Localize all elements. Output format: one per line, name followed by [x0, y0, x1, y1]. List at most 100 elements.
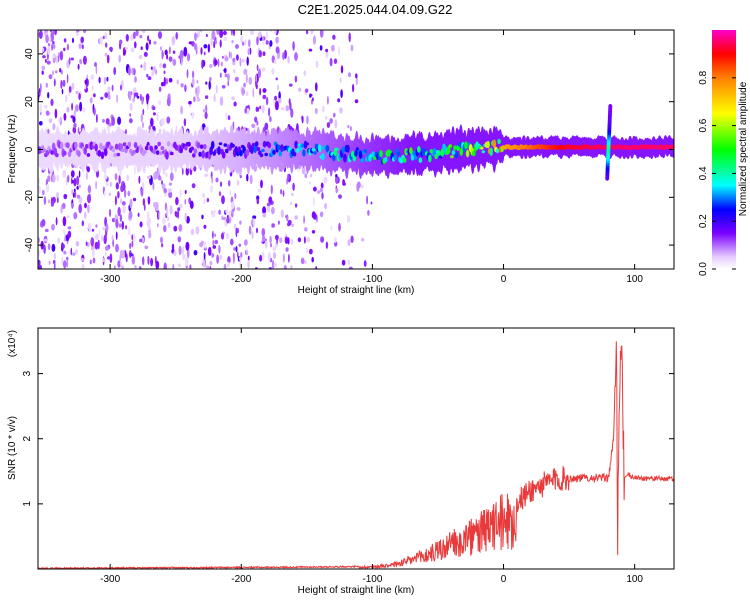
y-tick-label: 2	[22, 436, 33, 442]
spectrogram-cell	[118, 223, 122, 228]
spectrogram-cell	[75, 31, 79, 36]
spectrogram-cell	[339, 107, 343, 114]
spectrogram-cell	[90, 237, 95, 247]
spectrogram-cell	[264, 122, 269, 131]
y-tick-label: -20	[24, 190, 35, 205]
spectrogram-cell	[89, 97, 93, 104]
spectrogram-cell	[39, 83, 42, 93]
spectrogram-cell	[448, 144, 453, 148]
spectrogram-cell	[238, 243, 242, 247]
spectrogram-cell	[213, 93, 216, 103]
spectrogram-cell	[294, 52, 298, 61]
spectrogram-cell	[160, 118, 165, 125]
spectrogram-cell	[440, 148, 445, 157]
spectrogram-cell	[283, 264, 287, 269]
spectrogram-cell	[47, 175, 51, 183]
spectrogram-cell	[219, 30, 224, 39]
spectrogram-cell	[50, 150, 54, 156]
spectrogram-cell	[209, 260, 213, 266]
spectrogram-cell	[223, 263, 227, 269]
spectrogram-cell	[52, 54, 56, 59]
spectrogram-cell	[87, 204, 90, 214]
spectrogram-cell	[225, 148, 229, 154]
spectrogram-cell	[150, 117, 154, 127]
spectrogram-cell	[226, 261, 230, 268]
spectrogram-cell	[326, 96, 329, 105]
spectrogram-cell	[235, 44, 239, 49]
spectrogram-cell	[347, 259, 351, 266]
spectrogram-cell	[417, 146, 421, 153]
spectrogram-cell	[108, 122, 112, 127]
spectrogram-x-label: Height of straight line (km)	[298, 285, 415, 296]
spectrogram-cell	[191, 183, 196, 189]
spectrogram-cell	[53, 43, 56, 50]
spectrogram-cell	[122, 142, 127, 147]
spectrogram-cell	[360, 237, 365, 242]
spectrogram-cell	[107, 94, 111, 100]
y-tick-label: 0	[24, 146, 35, 152]
spectrogram-cell	[313, 186, 317, 192]
spectrogram-cell	[254, 124, 257, 130]
spectrogram-cell	[66, 256, 69, 261]
spectrogram-cell	[248, 39, 251, 48]
spectrogram-cell	[143, 51, 148, 57]
spectrogram-cell	[148, 225, 151, 232]
spectrogram-cell	[63, 47, 66, 52]
spectrogram-cell	[59, 50, 64, 61]
spectrogram-cell	[44, 58, 47, 63]
spectrogram-cell	[282, 190, 285, 197]
spectrogram-x-ticks: -300 -200 -100 0 100	[100, 30, 643, 285]
spectrogram-cell	[130, 33, 134, 41]
spectrogram-cell	[91, 228, 95, 232]
spectrogram-cell	[233, 101, 237, 107]
spectrogram-cell	[287, 237, 290, 245]
spectrogram-cell	[71, 102, 74, 111]
spectrogram-cell	[453, 145, 457, 151]
spectrogram-cell	[128, 91, 132, 101]
spectrogram-cell	[63, 250, 67, 255]
x-tick-label: -200	[231, 574, 251, 585]
spectrogram-cell	[325, 241, 329, 249]
spectrogram-cell	[77, 63, 80, 70]
spectrogram-cell	[142, 30, 146, 34]
spectrogram-cell	[352, 83, 355, 93]
spectrogram-cell	[140, 64, 143, 68]
spectrogram-cell	[309, 248, 313, 255]
spectrogram-cell	[120, 198, 123, 204]
spectrogram-cell	[306, 237, 311, 243]
spectrogram-cell	[313, 196, 315, 207]
spectrogram-cell	[292, 41, 295, 51]
spectrogram-cell	[370, 201, 373, 205]
spectrogram-cell	[70, 247, 73, 256]
spectrogram-cell	[231, 213, 234, 218]
spectrogram-cell	[221, 151, 226, 159]
spectrogram-cell	[131, 255, 136, 265]
spectrogram-cell	[262, 235, 266, 240]
spectrogram-cell	[230, 51, 232, 60]
spectrogram-cell	[73, 212, 78, 220]
spectrogram-cell	[99, 142, 103, 150]
spectrogram-cell	[98, 229, 101, 237]
spectrogram-cell	[140, 187, 144, 197]
spectrogram-cell	[204, 112, 208, 119]
spectrogram-cell	[347, 124, 350, 129]
spectrogram-cell	[269, 116, 272, 123]
spectrogram-cell	[270, 184, 273, 195]
spectrogram-cell	[136, 95, 140, 99]
spectrogram-cell	[366, 195, 368, 205]
spectrogram-cell	[167, 222, 171, 229]
spectrogram-cell	[262, 41, 265, 45]
spectrogram-cell	[142, 108, 145, 116]
spectrogram-cell	[134, 264, 137, 269]
spectrogram-cell	[486, 140, 490, 149]
spectrogram-cell	[48, 74, 53, 80]
spectrogram-cell	[220, 232, 225, 240]
spectrogram-cell	[130, 47, 135, 53]
spectrogram-cell	[319, 45, 323, 51]
spectrogram-cell	[73, 122, 77, 128]
spectrogram-cell	[75, 104, 79, 112]
spectrogram-cell	[147, 35, 150, 42]
spectrogram-cell	[100, 151, 105, 159]
spectrogram-cell	[317, 144, 322, 153]
